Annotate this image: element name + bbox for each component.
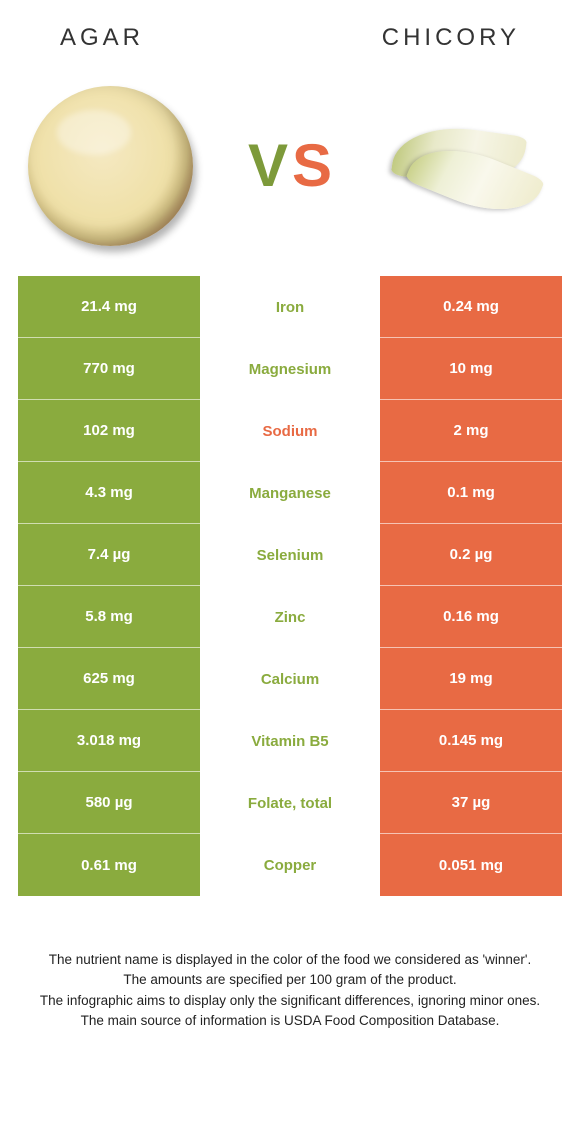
- agar-value: 625 mg: [18, 648, 200, 710]
- footnote-line: The infographic aims to display only the…: [26, 991, 554, 1011]
- nutrient-label: Selenium: [200, 524, 380, 586]
- agar-value: 5.8 mg: [18, 586, 200, 648]
- chicory-value: 2 mg: [380, 400, 562, 462]
- infographic: AGAR CHICORY V S 21.4 mgIron0.24 mg770 m…: [0, 0, 580, 1031]
- nutrient-label: Zinc: [200, 586, 380, 648]
- agar-value: 770 mg: [18, 338, 200, 400]
- nutrient-label: Sodium: [200, 400, 380, 462]
- table-row: 4.3 mgManganese0.1 mg: [18, 462, 562, 524]
- footnote-line: The amounts are specified per 100 gram o…: [26, 970, 554, 990]
- nutrient-label: Manganese: [200, 462, 380, 524]
- agar-value: 0.61 mg: [18, 834, 200, 896]
- table-row: 3.018 mgVitamin B50.145 mg: [18, 710, 562, 772]
- nutrient-label: Magnesium: [200, 338, 380, 400]
- title-agar: AGAR: [60, 24, 144, 52]
- agar-value: 102 mg: [18, 400, 200, 462]
- table-row: 102 mgSodium2 mg: [18, 400, 562, 462]
- agar-bowl-icon: [28, 86, 193, 246]
- comparison-table: 21.4 mgIron0.24 mg770 mgMagnesium10 mg10…: [0, 276, 580, 896]
- agar-value: 21.4 mg: [18, 276, 200, 338]
- images-row: V S: [0, 66, 580, 276]
- nutrient-label: Iron: [200, 276, 380, 338]
- vs-v: V: [248, 136, 288, 196]
- vs-label: V S: [248, 136, 332, 196]
- agar-value: 580 µg: [18, 772, 200, 834]
- table-row: 5.8 mgZinc0.16 mg: [18, 586, 562, 648]
- chicory-value: 10 mg: [380, 338, 562, 400]
- nutrient-label: Copper: [200, 834, 380, 896]
- agar-image: [20, 76, 200, 256]
- chicory-value: 19 mg: [380, 648, 562, 710]
- table-row: 7.4 µgSelenium0.2 µg: [18, 524, 562, 586]
- table-row: 580 µgFolate, total37 µg: [18, 772, 562, 834]
- footnote-line: The nutrient name is displayed in the co…: [26, 950, 554, 970]
- vs-s: S: [292, 136, 332, 196]
- chicory-value: 0.145 mg: [380, 710, 562, 772]
- chicory-value: 37 µg: [380, 772, 562, 834]
- chicory-value: 0.24 mg: [380, 276, 562, 338]
- chicory-value: 0.16 mg: [380, 586, 562, 648]
- footnote: The nutrient name is displayed in the co…: [0, 896, 580, 1031]
- nutrient-label: Vitamin B5: [200, 710, 380, 772]
- nutrient-label: Folate, total: [200, 772, 380, 834]
- agar-value: 3.018 mg: [18, 710, 200, 772]
- chicory-value: 0.2 µg: [380, 524, 562, 586]
- table-row: 21.4 mgIron0.24 mg: [18, 276, 562, 338]
- nutrient-label: Calcium: [200, 648, 380, 710]
- chicory-value: 0.051 mg: [380, 834, 562, 896]
- chicory-image: [380, 76, 560, 256]
- agar-value: 7.4 µg: [18, 524, 200, 586]
- table-row: 625 mgCalcium19 mg: [18, 648, 562, 710]
- chicory-value: 0.1 mg: [380, 462, 562, 524]
- footnote-line: The main source of information is USDA F…: [26, 1011, 554, 1031]
- table-row: 0.61 mgCopper0.051 mg: [18, 834, 562, 896]
- title-chicory: CHICORY: [382, 24, 520, 52]
- table-row: 770 mgMagnesium10 mg: [18, 338, 562, 400]
- header: AGAR CHICORY: [0, 0, 580, 66]
- chicory-icon: [380, 96, 560, 236]
- agar-value: 4.3 mg: [18, 462, 200, 524]
